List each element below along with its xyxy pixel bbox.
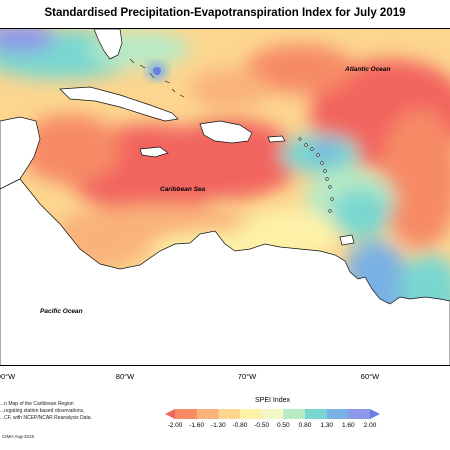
lesser-antilles (298, 137, 334, 213)
legend-tick-label: -2.00 (167, 422, 183, 429)
cuba-land (59, 86, 179, 122)
jamaica-land (139, 146, 169, 158)
legend-swatch (240, 409, 262, 419)
spei-legend: SPEI Index -2.00 -1.60 -1.30 -0.80 -0.50 0.50… (165, 397, 380, 437)
legend-swatch (218, 409, 241, 419)
legend-tick-label: -1.60 (189, 422, 205, 429)
florida-land (93, 29, 123, 60)
legend-colorbar (165, 409, 380, 419)
legend-title: SPEI Index (254, 397, 291, 404)
spei-map: Atlantic Ocean Caribbean Sea Pacific Oce… (0, 28, 450, 366)
copyright-note: CIMH Aug-2019 (2, 434, 35, 439)
legend-swatch (305, 409, 327, 419)
legend-tick-label: -0.50 (254, 422, 270, 429)
hispaniola-land (199, 120, 253, 144)
legend-tick-label: -1.30 (210, 422, 226, 429)
lon-label-80w: 80°W (115, 372, 135, 381)
map-canvas: Atlantic Ocean Caribbean Sea Pacific Oce… (0, 29, 450, 365)
note-line-1: ...n Map of the Caribbean Region (0, 401, 74, 407)
legend-tick-label: -0.80 (232, 422, 248, 429)
legend-swatch (175, 409, 197, 419)
legend-swatch (348, 409, 371, 419)
legend-swatch (326, 409, 349, 419)
legend-tick-label: 0.50 (277, 422, 290, 429)
source-note: ...n Map of the Caribbean Region ...rega… (0, 401, 115, 422)
note-line-3: ...CF, with NCEP/NCAR Reanalysis Data. (0, 415, 92, 421)
caribbean-label: Caribbean Sea (160, 186, 206, 193)
puerto-rico-land (267, 135, 286, 143)
mainland-land (0, 178, 450, 365)
legend-swatch-arrow-low (165, 409, 175, 419)
legend-tick-label: 0.80 (298, 422, 312, 429)
trinidad-land (339, 234, 355, 246)
bahamas-islands (129, 58, 185, 98)
legend-swatch-arrow-high (370, 409, 380, 419)
note-line-2: ...regating station based observations, (0, 408, 85, 414)
legend-swatch (283, 409, 306, 419)
pacific-label: Pacific Ocean (40, 308, 83, 315)
lon-label-70w: 70°W (237, 372, 257, 381)
legend-swatch (196, 409, 219, 419)
lon-label-90w: 90°W (0, 372, 16, 381)
legend-swatch (261, 409, 284, 419)
legend-tick-label: 1.60 (342, 422, 355, 429)
atlantic-label: Atlantic Ocean (344, 66, 391, 73)
legend-tick-label: 2.00 (363, 422, 377, 429)
legend-tick-label: 1.30 (320, 422, 333, 429)
spei-wet-core (153, 67, 161, 75)
land-masses (0, 29, 450, 365)
lon-label-60w: 60°W (360, 372, 380, 381)
map-title: Standardised Precipitation-Evapotranspir… (44, 7, 406, 19)
